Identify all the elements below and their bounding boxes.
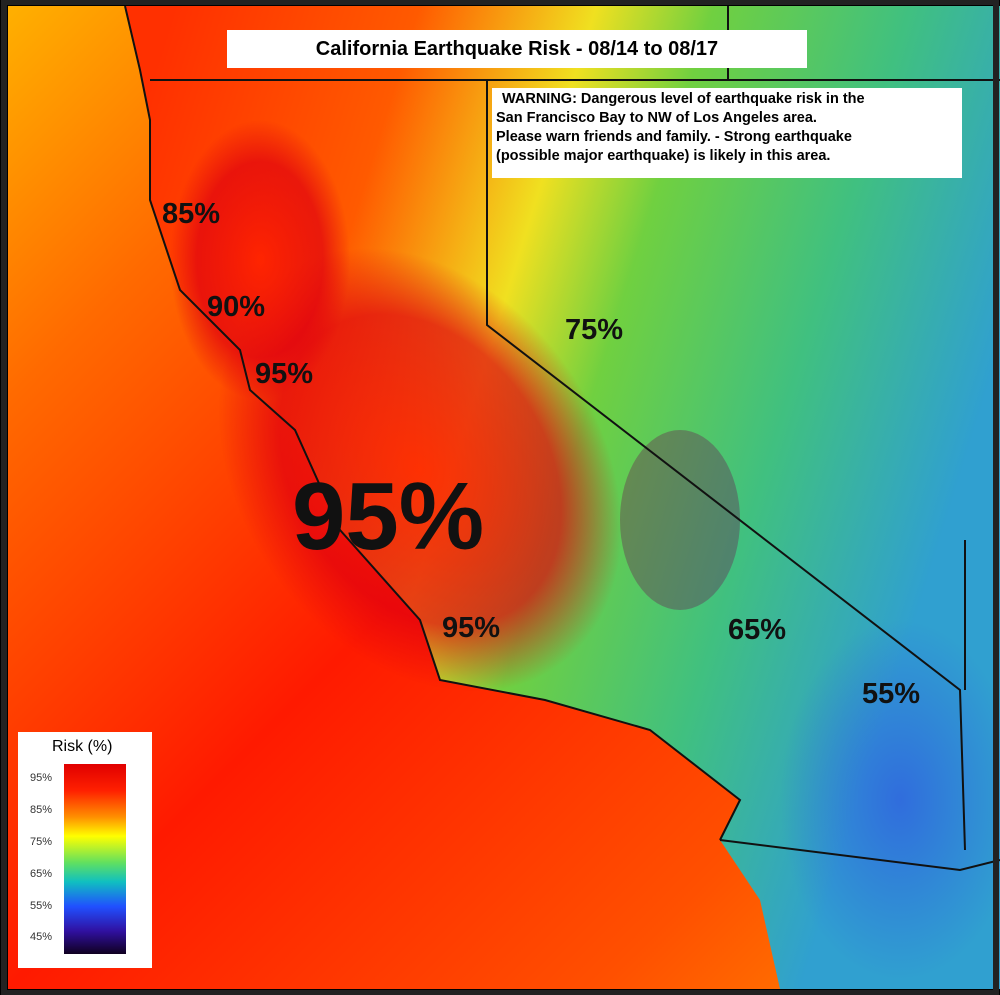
region-label: 85%: [162, 198, 221, 230]
legend-colorbar: [64, 764, 126, 954]
warning-line: (possible major earthquake) is likely in…: [496, 148, 831, 164]
region-label: 90%: [207, 291, 266, 323]
warning-line: Please warn friends and family. - Strong…: [496, 129, 852, 145]
legend-tick: 65%: [30, 868, 53, 880]
legend-tick: 45%: [30, 931, 53, 943]
region-label: 55%: [862, 678, 921, 710]
region-label: 65%: [728, 614, 787, 646]
warning: WARNING: Dangerous level of earthquake r…: [492, 88, 962, 178]
legend-tick: 55%: [30, 900, 53, 912]
warning-line: WARNING: Dangerous level of earthquake r…: [502, 91, 865, 107]
region-label: 95%: [255, 358, 314, 390]
region-label: 95%: [442, 612, 501, 644]
legend-tick: 95%: [30, 772, 53, 784]
title: California Earthquake Risk - 08/14 to 08…: [227, 30, 807, 68]
borders: [124, 5, 1000, 872]
legend-tick: 75%: [30, 836, 53, 848]
hot-zone: [170, 120, 350, 400]
warning-line: San Francisco Bay to NW of Los Angeles a…: [496, 110, 817, 126]
cool-zone: [780, 620, 1000, 980]
region-label: 75%: [565, 314, 624, 346]
legend-tick: 85%: [30, 804, 53, 816]
region-label: 95%: [292, 463, 485, 570]
dark-zone: [620, 430, 740, 610]
legend: Risk (%) 95% 85% 75% 65% 55% 45%: [18, 732, 152, 968]
legend-title: Risk (%): [52, 738, 113, 755]
